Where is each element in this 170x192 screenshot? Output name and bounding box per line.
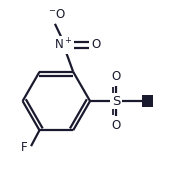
Text: O: O <box>112 70 121 83</box>
Text: N$^+$: N$^+$ <box>54 37 73 53</box>
Text: F: F <box>21 141 28 154</box>
Text: $^{-}$O: $^{-}$O <box>48 8 66 21</box>
Bar <box>142 95 153 107</box>
Text: O: O <box>91 38 100 51</box>
Text: O: O <box>112 119 121 132</box>
Text: S: S <box>112 94 120 108</box>
